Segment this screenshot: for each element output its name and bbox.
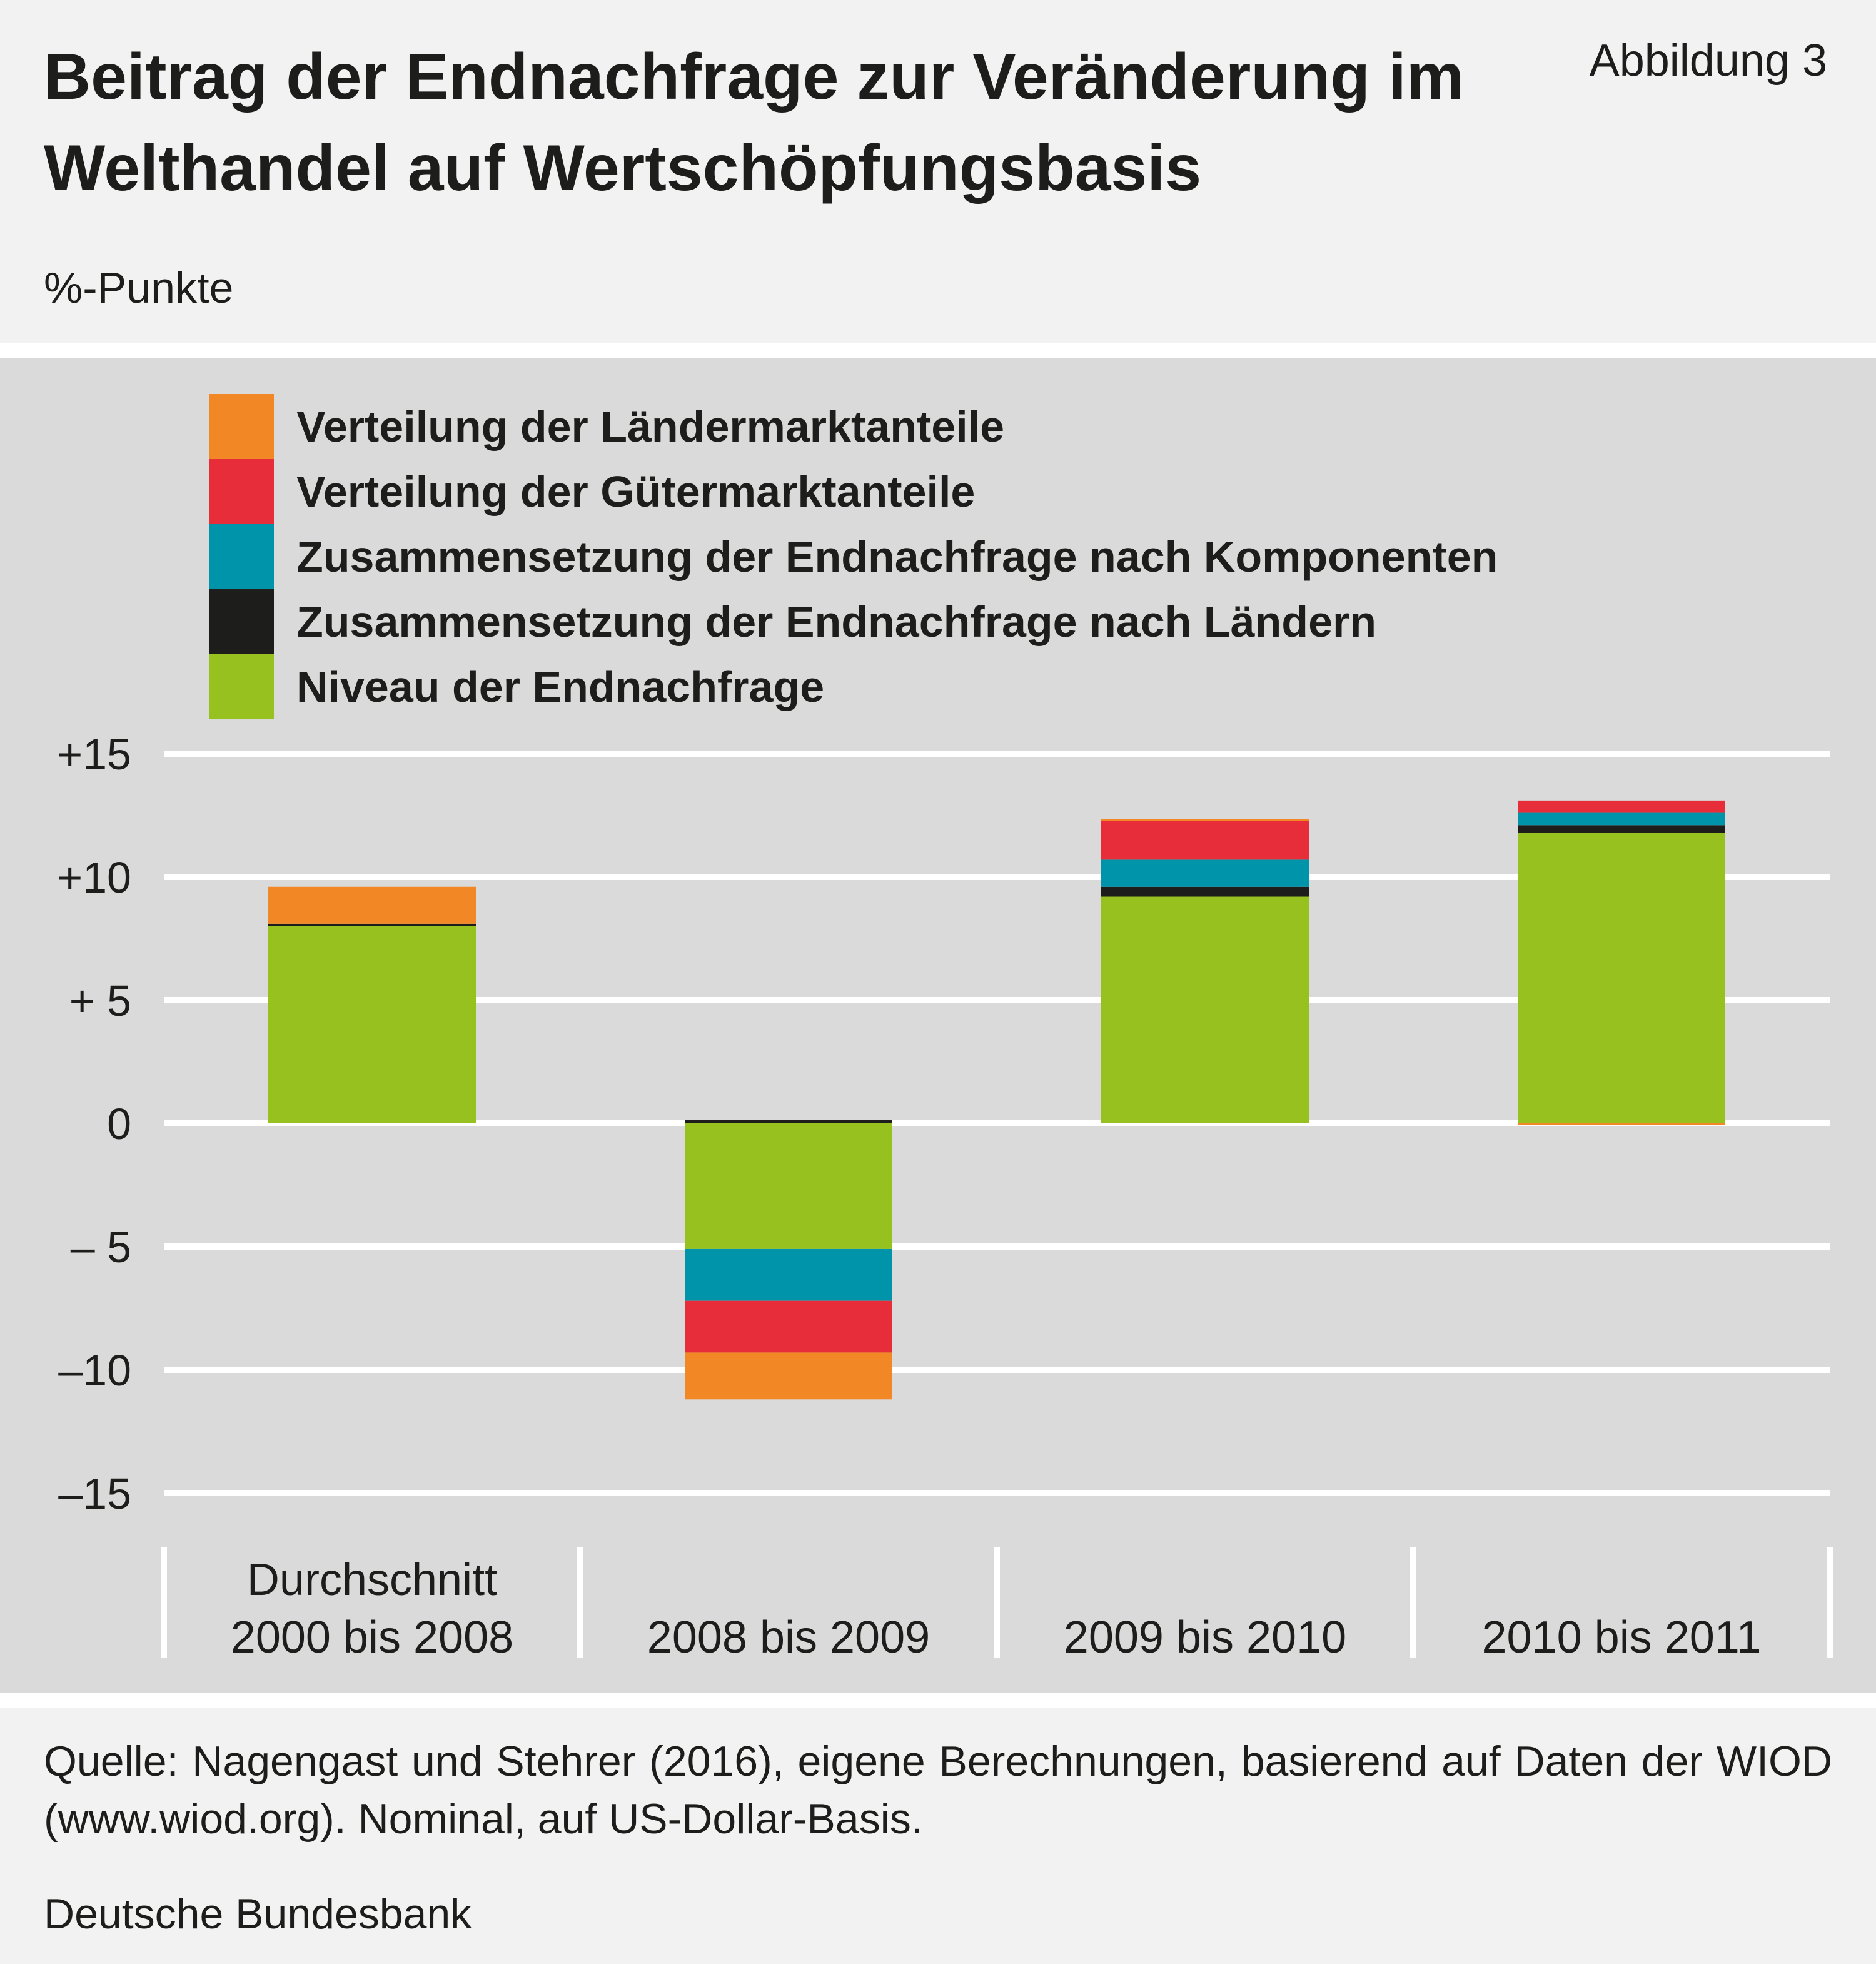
legend-swatch: [209, 524, 274, 589]
bar-segment: [685, 1123, 892, 1249]
x-tick-label: 2008 bis 2009: [647, 1612, 930, 1663]
bar-segment: [268, 886, 476, 924]
gridline: [164, 1367, 1830, 1373]
y-tick-label: –15: [58, 1469, 131, 1518]
x-tick-label: 2009 bis 2010: [1064, 1612, 1346, 1663]
stacked-bar-chart: Verteilung der Ländermarktanteile Verteil…: [57, 394, 1833, 1663]
legend-label: Zusammensetzung der Endnachfrage nach Lä…: [296, 597, 1376, 646]
legend-label: Zusammensetzung der Endnachfrage nach Ko…: [296, 532, 1498, 581]
bar-segment: [268, 923, 476, 926]
bar-segment: [1101, 886, 1309, 897]
legend-swatch: [209, 459, 274, 524]
bar-segment: [1518, 800, 1725, 813]
bar-segment: [1101, 896, 1309, 1123]
legend-swatch: [209, 654, 274, 719]
divider: [0, 1693, 1876, 1708]
legend-swatch: [209, 394, 274, 459]
x-tick-label: 2000 bis 2008: [231, 1612, 513, 1663]
bar-segment: [1518, 812, 1725, 826]
bar-segment: [1518, 825, 1725, 833]
category-separator: [1410, 1547, 1416, 1658]
y-tick-label: –10: [58, 1346, 131, 1395]
gridline: [164, 997, 1830, 1003]
y-tick-label: +15: [57, 730, 131, 779]
divider: [0, 343, 1876, 358]
gridline: [164, 1120, 1830, 1126]
gridline: [164, 1490, 1830, 1496]
category-separator: [1827, 1547, 1833, 1658]
bar-segment: [1518, 1123, 1725, 1125]
bar-segment: [685, 1120, 892, 1123]
bar-segment: [1101, 820, 1309, 860]
category-separator: [161, 1547, 167, 1658]
gridline: [164, 1243, 1830, 1250]
bar-segment: [685, 1352, 892, 1400]
bar-segment: [268, 926, 476, 1123]
legend-label: Verteilung der Ländermarktanteile: [296, 402, 1004, 451]
bar-segment: [685, 1300, 892, 1353]
bar-segment: [1101, 819, 1309, 821]
category-separator: [994, 1547, 1000, 1658]
gridline: [164, 874, 1830, 880]
figure-label: Abbildung 3: [1589, 36, 1827, 86]
y-tick-label: + 5: [69, 976, 131, 1025]
bar-segment: [685, 1248, 892, 1301]
x-tick-label: Durchschnitt: [247, 1555, 497, 1605]
legend-label: Verteilung der Gütermarktanteile: [296, 467, 975, 516]
publisher: Deutsche Bundesbank: [44, 1890, 472, 1938]
chart-title: Beitrag der Endnachfrage zur Veränderung…: [44, 41, 1465, 205]
y-tick-label: +10: [57, 853, 131, 902]
legend-label: Niveau der Endnachfrage: [296, 662, 824, 711]
y-tick-label: – 5: [71, 1223, 131, 1272]
unit-label: %-Punkte: [44, 263, 234, 312]
x-tick-label: 2010 bis 2011: [1481, 1612, 1761, 1663]
bar-segment: [1518, 833, 1725, 1123]
category-separator: [577, 1547, 583, 1658]
source-note: Quelle: Nagengast und Stehrer (2016), ei…: [44, 1738, 1832, 1843]
gridline: [164, 751, 1830, 757]
y-tick-label: 0: [107, 1100, 131, 1148]
bar-segment: [1101, 859, 1309, 887]
legend-swatch: [209, 589, 274, 654]
